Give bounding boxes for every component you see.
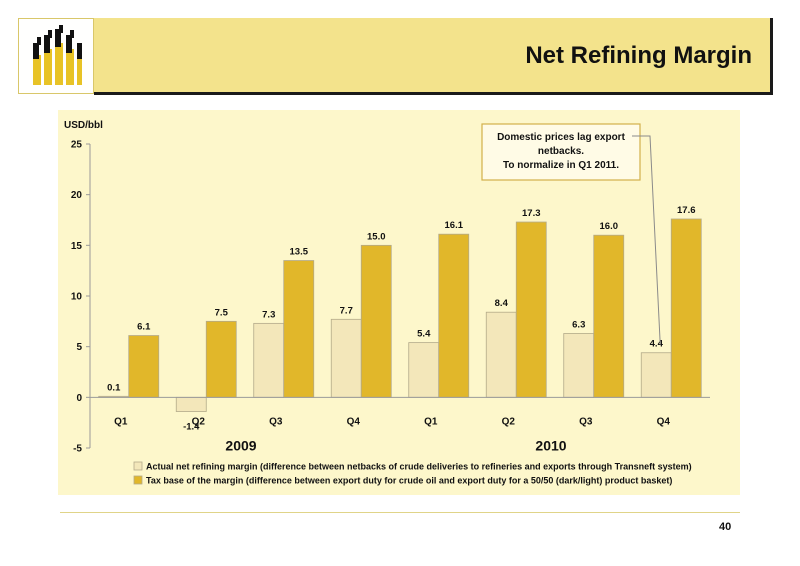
x-tick-label: Q3 [269,416,283,427]
annotation-text: Domestic prices lag export [497,132,625,143]
y-tick-label: 0 [76,393,82,404]
bar-actual-margin [175,396,207,412]
x-group-label: 2009 [225,437,256,453]
y-tick-label: 5 [76,342,82,353]
y-tick-label: 15 [71,241,83,252]
legend-label: Tax base of the margin (difference betwe… [146,476,672,486]
data-label: 7.5 [215,307,229,318]
data-label: 5.4 [417,329,431,340]
y-tick-label: 10 [71,292,83,303]
legend-label: Actual net refining margin (difference b… [146,462,692,472]
bar-tax-base [128,335,160,398]
legend-swatch [133,475,143,485]
data-label: 0.1 [107,382,121,393]
bar-tax-base [670,218,702,398]
data-label: 7.7 [340,305,353,316]
data-label: 6.1 [137,322,151,333]
page-title: Net Refining Margin [525,42,752,69]
x-tick-label: Q2 [502,416,516,427]
bar-tax-base [515,221,547,398]
legend-swatch [133,461,143,471]
data-label: 17.3 [522,208,541,219]
page-number: 40 [719,521,732,533]
bar-actual-margin [408,342,440,398]
annotation-box [481,123,641,181]
y-tick-label: -5 [73,444,82,455]
company-logo-icon [33,25,82,85]
bar-tax-base [205,320,237,398]
x-tick-label: Q4 [347,416,361,427]
x-group-label: 2010 [535,437,566,453]
data-label: 4.4 [650,339,664,350]
slide-header: Net Refining Margin [0,0,800,95]
data-label: 7.3 [262,309,275,320]
annotation-text: To normalize in Q1 2011. [503,160,619,171]
y-axis-label: USD/bbl [64,120,103,131]
data-label: -1.4 [183,422,200,433]
data-label: 16.1 [445,220,464,231]
bar-actual-margin [563,333,595,398]
bar-actual-margin [330,318,362,398]
data-label: 16.0 [600,221,619,232]
bar-actual-margin [253,322,285,398]
data-label: 8.4 [495,298,509,309]
bar-chart: -5 0 5 10 15 20 25 USD/bbl 0.1 -1.4 7.3 7.7 5.4 8.4 6.… [64,120,710,486]
bar-tax-base [438,233,470,398]
bar-actual-margin [485,311,517,398]
x-tick-label: Q4 [657,416,671,427]
bar-actual-margin [640,352,672,398]
x-tick-label: Q2 [192,416,206,427]
data-label: 15.0 [367,231,386,242]
bar-tax-base [593,234,625,398]
data-label: 6.3 [572,319,585,330]
x-tick-label: Q1 [424,416,438,427]
y-tick-label: 25 [71,140,83,151]
footer-divider [60,512,740,513]
title-band: Net Refining Margin [94,18,773,95]
annotation-connector [632,135,661,345]
data-label: 17.6 [677,205,696,216]
chart-panel: -5 0 5 10 15 20 25 USD/bbl 0.1 -1.4 7.3 7.7 5.4 8.4 6.… [58,110,740,495]
logo-box [18,18,94,94]
x-tick-label: Q1 [114,416,128,427]
x-tick-label: Q3 [579,416,593,427]
data-label: 13.5 [290,247,309,258]
bar-tax-base [283,260,315,398]
annotation-text: netbacks. [538,146,584,157]
bar-tax-base [360,244,392,398]
y-tick-label: 20 [71,190,83,201]
